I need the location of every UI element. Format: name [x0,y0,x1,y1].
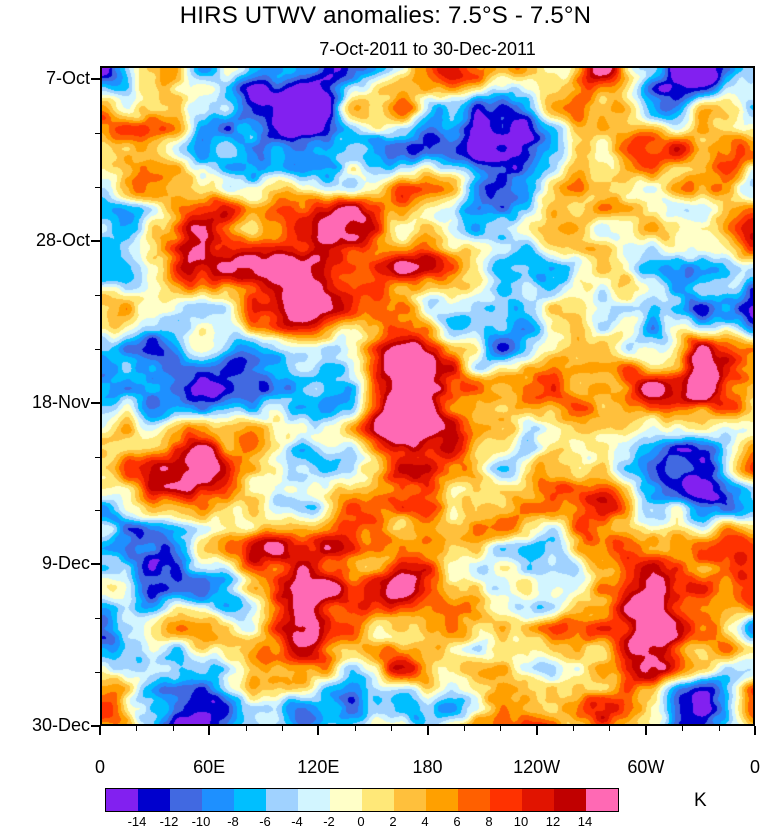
x-axis-tick-label: 180 [412,757,443,777]
x-axis-tick-label: 0 [94,757,105,777]
x-axis-major-tick [99,726,101,735]
colorbar-tick-label: 2 [389,814,397,829]
colorbar-tick-label: 4 [421,814,429,829]
y-axis-tick-label: 7-Oct [45,68,90,89]
colorbar-tick-label: 8 [485,814,493,829]
colorbar-tick-label: -4 [291,814,303,829]
colorbar-segment [106,789,138,811]
y-axis-minor-tick [95,456,100,458]
colorbar-tick-label: -2 [323,814,335,829]
plot-area [100,66,755,726]
y-axis-tick-label: 28-Oct [35,229,90,250]
x-axis-tick-label: 60W [627,757,665,777]
colorbar-segment [170,789,202,811]
y-axis-minor-tick [95,672,100,674]
chart-subtitle: 7-Oct-2011 to 30-Dec-2011 [319,39,536,59]
y-axis-minor-tick [95,187,100,188]
colorbar-segment [138,789,170,811]
y-axis-minor-tick [95,510,100,512]
colorbar-tick-label: 0 [357,814,365,829]
colorbar-segment [490,789,522,811]
x-axis-tick-label: 0 [749,757,760,777]
x-axis-major-tick [535,726,538,735]
x-axis-major-tick [208,726,211,735]
x-axis-minor-tick [245,726,247,731]
x-axis-minor-tick [281,726,283,731]
x-axis-major-tick [754,726,756,735]
x-axis-major-tick [426,726,429,735]
x-axis-minor-tick [718,726,720,731]
colorbar-tick-label: 12 [545,814,561,829]
y-axis-minor-tick [95,348,100,350]
chart-title: HIRS UTWV anomalies: 7.5°S - 7.5°N [179,2,592,29]
heatmap-canvas [102,68,753,724]
y-axis-minor-tick [95,294,100,296]
colorbar-tick-label: 14 [577,814,593,829]
x-axis-minor-tick [136,726,138,731]
y-axis-minor-tick [95,133,100,135]
y-axis-major-tick [91,78,100,81]
x-axis-minor-tick [172,726,174,731]
colorbar-segment [362,789,394,811]
colorbar-unit-label: K [694,790,707,811]
y-axis-major-tick [91,239,100,242]
colorbar-segment [298,789,330,811]
colorbar [105,788,619,812]
colorbar-segment [522,789,554,811]
x-axis-minor-tick [354,726,356,731]
y-axis-major-tick [91,563,100,566]
y-axis-tick-label: 9-Dec [41,553,90,574]
y-axis-major-tick [91,401,100,404]
x-axis-tick-label: 60E [193,757,226,777]
colorbar-segment [330,789,362,811]
colorbar-segment [426,789,458,811]
y-axis-tick-label: 30-Dec [31,715,90,735]
colorbar-tick-label: -12 [159,814,179,829]
x-axis-minor-tick [500,726,502,731]
x-axis-major-tick [317,726,320,735]
x-axis-minor-tick [573,726,575,731]
x-axis-major-tick [644,726,647,735]
y-axis-major-tick [91,725,100,727]
colorbar-segment [554,789,586,811]
x-axis-minor-tick [391,726,393,731]
colorbar-tick-label: -10 [191,814,211,829]
colorbar-segment [234,789,266,811]
colorbar-tick-label: -8 [227,814,239,829]
x-axis-minor-tick [682,726,684,731]
colorbar-tick-label: 6 [453,814,461,829]
colorbar-segment [266,789,298,811]
colorbar-segment [458,789,490,811]
y-axis-tick-label: 18-Nov [31,391,90,412]
colorbar-segment [586,789,618,811]
colorbar-tick-label: 10 [513,814,529,829]
colorbar-tick-label: -14 [127,814,147,829]
y-axis-minor-tick [95,618,100,620]
colorbar-segment [202,789,234,811]
colorbar-tick-label: -6 [259,814,271,829]
colorbar-segment [394,789,426,811]
x-axis-minor-tick [463,726,465,731]
x-axis-minor-tick [609,726,611,731]
x-axis-tick-label: 120E [297,757,340,777]
x-axis-tick-label: 120W [513,757,561,777]
